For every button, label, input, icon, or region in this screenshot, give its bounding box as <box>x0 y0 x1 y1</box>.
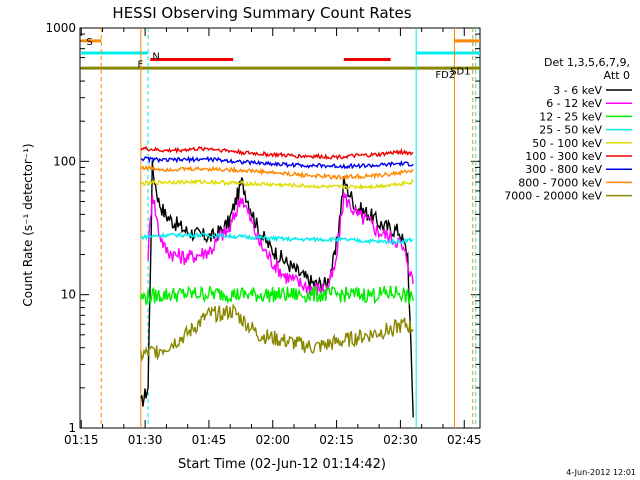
legend-entry-label: 12 - 25 keV <box>539 110 602 123</box>
x-tick-label: 02:45 <box>447 433 482 447</box>
x-tick-label: 01:15 <box>64 433 99 447</box>
x-tick-label: 01:30 <box>128 433 163 447</box>
flag-label-f: F <box>137 60 143 71</box>
series-line <box>140 160 414 418</box>
series-line <box>140 303 414 363</box>
x-axis-label: Start Time (02-Jun-12 01:14:42) <box>178 457 386 472</box>
legend-entry-label: 300 - 800 keV <box>525 163 602 176</box>
series-line <box>147 192 414 296</box>
y-axis-label: Count Rate (s⁻¹ detector⁻¹) <box>21 143 35 306</box>
x-tick-label: 01:45 <box>192 433 227 447</box>
series-line <box>140 285 414 307</box>
series-line <box>140 155 414 170</box>
series-line <box>140 178 414 191</box>
y-tick-label: 10 <box>61 288 76 302</box>
legend-entry-label: 7000 - 20000 keV <box>504 190 602 203</box>
y-tick-label: 100 <box>53 154 76 168</box>
legend-header-line2: Att 0 <box>604 69 630 82</box>
flag-label-sd1: SD1 <box>450 67 470 78</box>
plot-frame <box>79 27 481 429</box>
legend-entry-label: 100 - 300 keV <box>525 150 602 163</box>
legend-entry-label: 6 - 12 keV <box>546 97 602 110</box>
timestamp: 4-Jun-2012 12:01 <box>566 468 636 477</box>
series-line <box>140 164 414 181</box>
flag-label-s: S <box>86 37 92 48</box>
chart-title: HESSI Observing Summary Count Rates <box>112 4 411 22</box>
x-tick-label: 02:00 <box>255 433 290 447</box>
y-tick-label: 1 <box>68 421 76 435</box>
legend-entry-label: 25 - 50 keV <box>539 124 602 137</box>
series-line <box>140 145 414 161</box>
x-tick-label: 02:30 <box>383 433 418 447</box>
legend-entry-label: 50 - 100 keV <box>532 137 602 150</box>
series-line <box>140 230 414 246</box>
flag-label-fd2: FD2 <box>435 70 455 81</box>
legend-entry-label: 3 - 6 keV <box>553 84 602 97</box>
legend-header-line1: Det 1,3,5,6,7,9, <box>544 56 630 69</box>
plot-area: 01:15 01:30 01:45 02:00 02:15 02:30 02:45 1 10 10… <box>45 21 481 447</box>
legend-entry-label: 800 - 7000 keV <box>518 176 602 189</box>
flag-label-n: N <box>152 52 159 63</box>
x-tick-label: 02:15 <box>319 433 354 447</box>
y-tick-label: 1000 <box>45 21 76 35</box>
